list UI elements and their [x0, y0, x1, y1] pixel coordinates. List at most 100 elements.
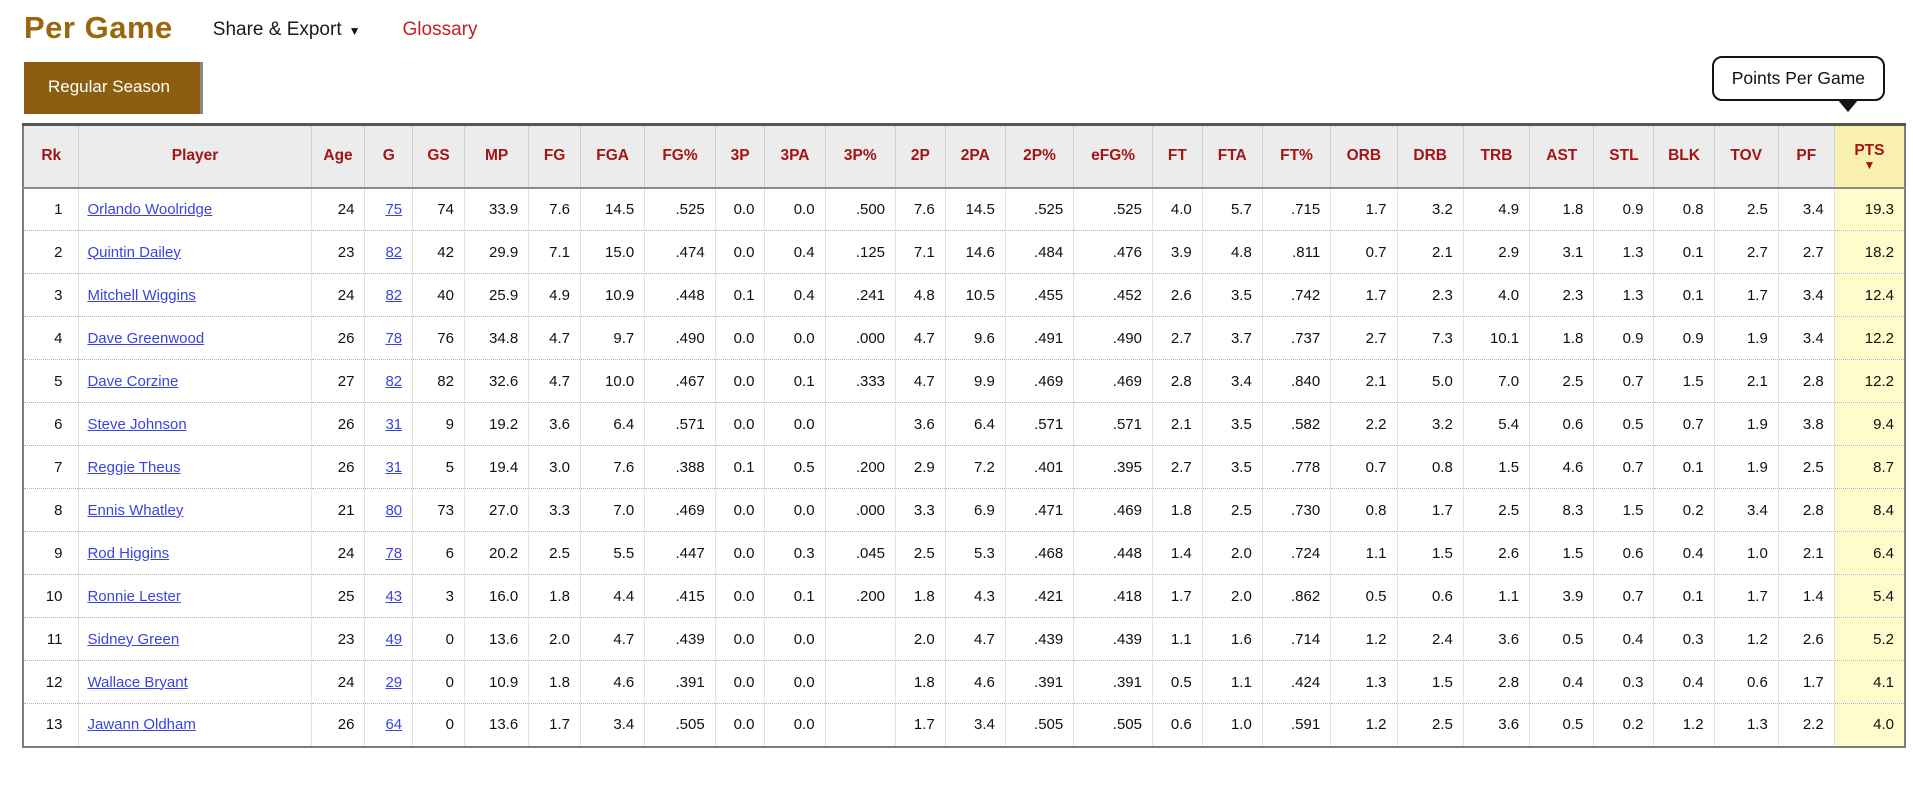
rank-cell: 11: [23, 617, 79, 661]
player-link[interactable]: Reggie Theus: [87, 458, 181, 476]
col-header-pts[interactable]: PTS ▼: [1833, 124, 1905, 189]
stat-cell: 6: [412, 531, 465, 575]
tab-regular-season[interactable]: Regular Season: [24, 62, 203, 114]
games-link[interactable]: 82: [385, 286, 403, 304]
stat-cell: .571: [1073, 402, 1153, 446]
games-link[interactable]: 49: [385, 630, 403, 648]
player-link[interactable]: Sidney Green: [87, 630, 180, 648]
games-link[interactable]: 31: [385, 415, 403, 433]
share-export-menu[interactable]: Share & Export ▼: [213, 19, 361, 41]
player-link[interactable]: Orlando Woolridge: [87, 200, 213, 218]
col-header-ftpct[interactable]: FT%: [1261, 124, 1331, 189]
stat-cell: 1.4: [1777, 574, 1835, 618]
stat-cell: 3.6: [895, 402, 946, 446]
col-header-fgpct[interactable]: FG%: [644, 124, 716, 189]
stat-cell: 34.8: [463, 316, 529, 360]
games-link[interactable]: 31: [385, 458, 403, 476]
stat-cell: 12.2: [1833, 359, 1905, 403]
stat-cell: 4.0: [1833, 703, 1905, 747]
stat-cell: 1.1: [1151, 617, 1203, 661]
player-link[interactable]: Steve Johnson: [87, 415, 187, 433]
stat-cell: 0.3: [764, 531, 826, 575]
stat-cell: 6.4: [1833, 531, 1905, 575]
player-link[interactable]: Jawann Oldham: [87, 716, 196, 734]
stat-cell: 0.4: [1529, 660, 1594, 704]
stat-cell: 0: [412, 617, 465, 661]
rank-cell: 8: [23, 488, 79, 532]
games-link[interactable]: 82: [385, 243, 403, 261]
stat-cell: 0.8: [1653, 187, 1715, 231]
col-header-ast[interactable]: AST: [1529, 124, 1594, 189]
col-header-tov[interactable]: TOV: [1713, 124, 1779, 189]
col-header-2ppct[interactable]: 2P%: [1004, 124, 1074, 189]
col-header-2pa[interactable]: 2PA: [944, 124, 1006, 189]
col-header-mp[interactable]: MP: [463, 124, 529, 189]
col-header-efgpct[interactable]: eFG%: [1073, 124, 1153, 189]
stat-cell: .448: [1073, 531, 1153, 575]
col-header-orb[interactable]: ORB: [1330, 124, 1398, 189]
col-header-g[interactable]: G: [364, 124, 413, 189]
stat-cell: 3.6: [528, 402, 581, 446]
col-header-pf[interactable]: PF: [1777, 124, 1835, 189]
stat-cell: 1.9: [1713, 402, 1779, 446]
stat-cell: [824, 703, 896, 747]
player-link[interactable]: Dave Greenwood: [87, 329, 205, 347]
player-link[interactable]: Rod Higgins: [87, 544, 170, 562]
stat-cell: .439: [644, 617, 716, 661]
stat-cell: .500: [824, 187, 896, 231]
games-link[interactable]: 29: [385, 673, 403, 691]
stat-cell: 5: [412, 445, 465, 489]
player-cell: Mitchell Wiggins: [78, 273, 312, 317]
stat-cell: 1.8: [895, 660, 946, 704]
stat-cell: 7.0: [579, 488, 645, 532]
player-link[interactable]: Ennis Whatley: [87, 501, 184, 519]
games-cell: 31: [364, 402, 413, 446]
stat-cell: 2.0: [1201, 531, 1263, 575]
table-row: 13 Jawann Oldham 26 64 0 13.6 1.7 3.4.505 0.0 0.0…: [23, 703, 1905, 747]
col-header-fga[interactable]: FGA: [579, 124, 645, 189]
games-link[interactable]: 80: [385, 501, 403, 519]
stat-cell: 1.7: [1713, 273, 1779, 317]
col-header-age[interactable]: Age: [310, 124, 365, 189]
col-header-3ppct[interactable]: 3P%: [824, 124, 896, 189]
stat-cell: .724: [1261, 531, 1331, 575]
stat-cell: 2.6: [1462, 531, 1530, 575]
stat-cell: 73: [412, 488, 465, 532]
col-header-player[interactable]: Player: [78, 124, 312, 189]
col-header-2p[interactable]: 2P: [895, 124, 946, 189]
games-link[interactable]: 78: [385, 544, 403, 562]
glossary-link[interactable]: Glossary: [402, 19, 478, 40]
col-header-trb[interactable]: TRB: [1462, 124, 1530, 189]
col-header-gs[interactable]: GS: [412, 124, 465, 189]
stat-cell: 23: [310, 617, 365, 661]
games-link[interactable]: 43: [385, 587, 403, 605]
games-cell: 43: [364, 574, 413, 618]
stat-cell: 2.2: [1777, 703, 1835, 747]
games-link[interactable]: 64: [385, 716, 403, 734]
player-link[interactable]: Quintin Dailey: [87, 243, 181, 261]
games-link[interactable]: 82: [385, 372, 403, 390]
col-header-3p[interactable]: 3P: [714, 124, 765, 189]
stat-cell: 0.0: [764, 703, 826, 747]
player-cell: Dave Greenwood: [78, 316, 312, 360]
player-link[interactable]: Dave Corzine: [87, 372, 179, 390]
col-header-fta[interactable]: FTA: [1201, 124, 1263, 189]
player-link[interactable]: Wallace Bryant: [87, 673, 188, 691]
player-link[interactable]: Ronnie Lester: [87, 587, 181, 605]
col-header-rk[interactable]: Rk: [23, 124, 79, 189]
col-header-blk[interactable]: BLK: [1653, 124, 1715, 189]
games-link[interactable]: 78: [385, 329, 403, 347]
stat-cell: .469: [1073, 488, 1153, 532]
col-header-fg[interactable]: FG: [528, 124, 581, 189]
stat-cell: 3.4: [1777, 316, 1835, 360]
col-header-3pa[interactable]: 3PA: [764, 124, 826, 189]
col-header-ft[interactable]: FT: [1151, 124, 1203, 189]
col-header-stl[interactable]: STL: [1593, 124, 1654, 189]
player-link[interactable]: Mitchell Wiggins: [87, 286, 196, 304]
player-cell: Steve Johnson: [78, 402, 312, 446]
games-link[interactable]: 75: [385, 200, 403, 218]
stat-cell: .391: [1004, 660, 1074, 704]
stat-cell: 1.1: [1330, 531, 1398, 575]
stat-cell: 24: [310, 273, 365, 317]
col-header-drb[interactable]: DRB: [1396, 124, 1464, 189]
